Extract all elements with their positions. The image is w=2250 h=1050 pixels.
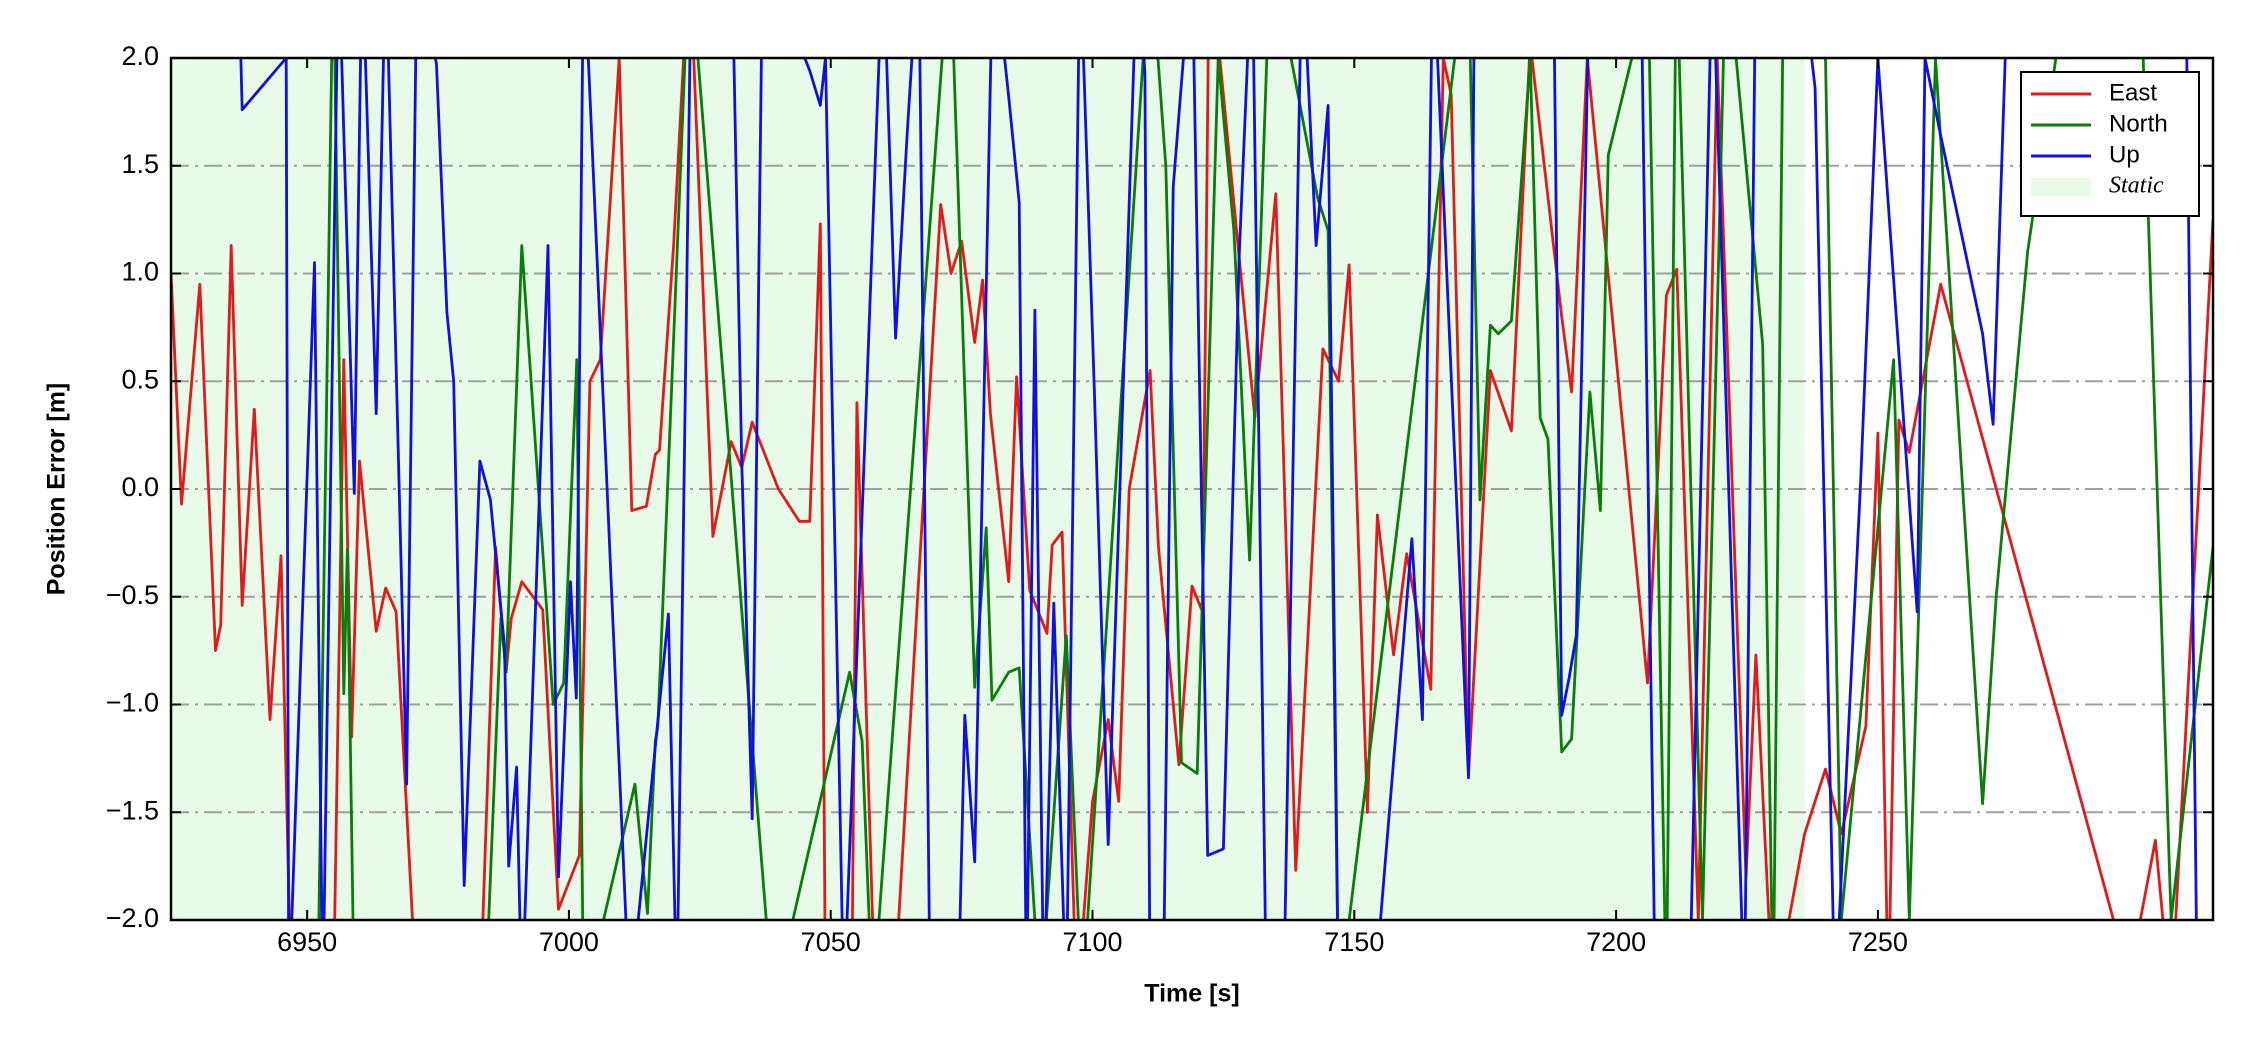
x-tick-label: 7100 bbox=[1062, 927, 1122, 957]
y-tick-label: −1.0 bbox=[106, 688, 159, 718]
legend-label: Up bbox=[2109, 141, 2140, 168]
y-axis-label: Position Error [m] bbox=[43, 383, 71, 596]
legend-label: East bbox=[2109, 79, 2157, 106]
legend-label: North bbox=[2109, 110, 2168, 137]
plot-frame bbox=[169, 56, 2215, 922]
series-line bbox=[317, 58, 2213, 920]
y-tick-label: −0.5 bbox=[106, 580, 159, 610]
y-tick-label: 1.5 bbox=[121, 149, 159, 179]
y-tick-label: 1.0 bbox=[121, 257, 159, 287]
legend: East North Up Static bbox=[2020, 71, 2200, 217]
y-tick-label: −1.5 bbox=[106, 795, 159, 825]
x-tick-label: 7250 bbox=[1848, 927, 1908, 957]
lines bbox=[171, 58, 2213, 920]
legend-label: Static bbox=[2109, 173, 2164, 199]
x-tick-label: 7150 bbox=[1324, 927, 1384, 957]
axes: −2.0 −1.5 −1.0 −0.5 0.0 0.5 1.0 1.5 2.0 6950 7000 7… bbox=[106, 41, 2215, 957]
x-tick-label: 6950 bbox=[277, 927, 337, 957]
x-tick-label: 7050 bbox=[801, 927, 861, 957]
legend-static-swatch bbox=[2031, 178, 2091, 196]
x-tick-label: 7000 bbox=[539, 927, 599, 957]
y-tick-label: 0.5 bbox=[121, 364, 159, 394]
x-tick-label: 7200 bbox=[1586, 927, 1646, 957]
series-line bbox=[239, 58, 2198, 920]
y-tick-label: 2.0 bbox=[121, 41, 159, 71]
y-tick-label: −2.0 bbox=[106, 903, 159, 933]
y-tick-label: 0.0 bbox=[121, 472, 159, 502]
x-axis-label: Time [s] bbox=[1144, 980, 1239, 1008]
grid bbox=[171, 164, 2213, 814]
